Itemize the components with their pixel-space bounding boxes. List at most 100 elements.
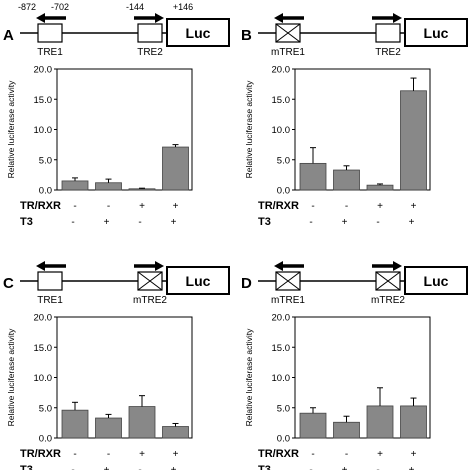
element-label: mTRE2 — [371, 295, 405, 306]
sign-label: + — [377, 201, 383, 212]
panel-letter: D — [241, 275, 252, 292]
y-tick-label: 10.0 — [34, 125, 53, 136]
element-box — [37, 271, 63, 291]
arrow-right-icon — [393, 13, 402, 23]
sign-label: + — [173, 201, 179, 212]
luc-label: Luc — [186, 25, 211, 41]
sign-label: + — [409, 217, 415, 228]
y-tick-label: 10.0 — [272, 125, 291, 136]
element-box — [137, 23, 163, 43]
sign-label: - — [138, 217, 141, 228]
bar — [333, 421, 360, 439]
y-axis-label: Relative luciferase activity — [244, 80, 254, 179]
sign-label: - — [71, 465, 74, 470]
y-tick-label: 5.0 — [277, 155, 290, 166]
luc-label: Luc — [424, 25, 449, 41]
bar — [366, 405, 394, 439]
bar — [400, 90, 427, 191]
position-label: -702 — [51, 2, 69, 12]
mutation-cross — [275, 23, 301, 43]
sign-label: + — [171, 465, 177, 470]
luc-box — [166, 266, 230, 295]
arrow-right-icon — [155, 13, 164, 23]
panel-letter: C — [3, 275, 14, 292]
sign-label: + — [411, 201, 417, 212]
row-label: TR/RXR — [258, 448, 299, 460]
sign-label: + — [139, 201, 145, 212]
sign-label: - — [311, 449, 314, 460]
bar — [128, 406, 156, 439]
y-tick-label: 15.0 — [272, 95, 291, 106]
luc-box — [404, 18, 468, 47]
bar — [61, 180, 89, 191]
sign-label: + — [171, 217, 177, 228]
y-axis-label: Relative luciferase activity — [6, 328, 16, 427]
sign-label: - — [138, 465, 141, 470]
sign-label: + — [377, 449, 383, 460]
sign-label: + — [342, 217, 348, 228]
y-tick-label: 10.0 — [272, 373, 291, 384]
y-tick-label: 20.0 — [34, 313, 53, 324]
panel-letter: A — [3, 27, 14, 44]
arrow-left-icon — [274, 261, 283, 271]
element-label: TRE1 — [37, 295, 63, 306]
y-tick-label: 20.0 — [272, 313, 291, 324]
sign-label: - — [71, 217, 74, 228]
row-label: T3 — [20, 216, 33, 228]
mutation-cross — [137, 271, 163, 291]
sign-label: + — [411, 449, 417, 460]
bar — [299, 162, 327, 191]
plot-frame — [56, 316, 193, 439]
sign-label: - — [311, 201, 314, 212]
row-label: T3 — [258, 216, 271, 228]
sign-label: - — [376, 465, 379, 470]
y-axis-label: Relative luciferase activity — [6, 80, 16, 179]
sign-label: - — [73, 201, 76, 212]
element-label: mTRE2 — [133, 295, 167, 306]
bar — [61, 409, 89, 439]
element-box — [375, 23, 401, 43]
y-tick-label: 15.0 — [34, 95, 53, 106]
y-tick-label: 0.0 — [277, 434, 290, 445]
bar — [162, 146, 189, 191]
bar — [95, 182, 122, 191]
position-label: -872 — [18, 2, 36, 12]
y-axis-label: Relative luciferase activity — [244, 328, 254, 427]
row-label: T3 — [258, 464, 271, 470]
y-tick-label: 5.0 — [39, 155, 52, 166]
bar — [95, 417, 122, 439]
sign-label: + — [173, 449, 179, 460]
panel-c: C TRE1 mTRE2 Luc 0.0 5.0 10.0 15.0 20.0 Relative … — [3, 261, 230, 475]
y-tick-label: 5.0 — [277, 403, 290, 414]
y-tick-label: 0.0 — [277, 186, 290, 197]
panel-a: A -872 -702 -144 +146 TRE1 TRE2 Luc 0.0 5.0 10.0 15… — [3, 2, 230, 228]
y-tick-label: 20.0 — [34, 65, 53, 76]
sign-label: - — [345, 449, 348, 460]
element-label: mTRE1 — [271, 295, 305, 306]
luc-box — [404, 266, 468, 295]
sign-label: + — [104, 217, 110, 228]
bar — [333, 169, 360, 191]
element-label: TRE2 — [375, 47, 401, 58]
bar — [366, 184, 394, 191]
element-label: TRE1 — [37, 47, 63, 58]
bar — [162, 426, 189, 439]
element-label: mTRE1 — [271, 47, 305, 58]
bar — [128, 188, 156, 191]
position-label: +146 — [173, 2, 193, 12]
element-label: TRE2 — [137, 47, 163, 58]
sign-label: + — [342, 465, 348, 470]
arrow-right-icon — [155, 261, 164, 271]
sign-label: - — [309, 217, 312, 228]
sign-label: + — [409, 465, 415, 470]
y-tick-label: 20.0 — [272, 65, 291, 76]
panel-letter: B — [241, 27, 252, 44]
sign-label: + — [104, 465, 110, 470]
sign-label: - — [107, 201, 110, 212]
y-tick-label: 15.0 — [272, 343, 291, 354]
luc-box — [166, 18, 230, 47]
row-label: TR/RXR — [258, 200, 299, 212]
